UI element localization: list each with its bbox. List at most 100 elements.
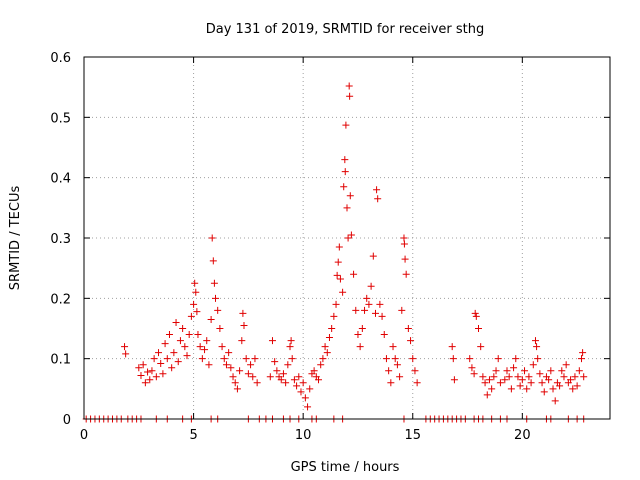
data-point bbox=[183, 352, 191, 360]
data-series bbox=[82, 82, 588, 423]
data-point bbox=[332, 300, 340, 308]
data-point bbox=[345, 82, 353, 90]
x-tick-label: 15 bbox=[404, 428, 421, 443]
data-point bbox=[346, 192, 354, 200]
data-point bbox=[468, 364, 476, 372]
data-point bbox=[163, 355, 171, 363]
data-point bbox=[268, 337, 276, 345]
data-point bbox=[242, 355, 250, 363]
data-point bbox=[494, 355, 502, 363]
data-point bbox=[396, 373, 404, 381]
x-tick-label: 5 bbox=[189, 428, 197, 443]
axis-ticks: 0 5 10 15 20 0 0.1 0.2 0.3 0.4 0.5 0.6 bbox=[50, 51, 610, 443]
data-point bbox=[176, 337, 184, 345]
data-point bbox=[216, 325, 224, 332]
data-point bbox=[529, 361, 537, 369]
chart-title: Day 131 of 2019, SRMTID for receiver sth… bbox=[206, 22, 485, 37]
data-point bbox=[170, 349, 178, 357]
data-point bbox=[293, 382, 301, 390]
data-point bbox=[573, 382, 581, 390]
data-point bbox=[218, 343, 226, 351]
data-point bbox=[321, 343, 329, 351]
data-point bbox=[380, 331, 388, 339]
data-point bbox=[191, 279, 199, 287]
x-tick-label: 20 bbox=[514, 428, 531, 443]
data-point bbox=[376, 300, 384, 308]
data-point bbox=[207, 315, 215, 323]
data-point bbox=[352, 306, 360, 314]
data-point bbox=[290, 376, 298, 384]
data-point bbox=[401, 255, 409, 263]
data-point bbox=[214, 306, 222, 314]
data-point bbox=[518, 376, 526, 384]
data-point bbox=[341, 168, 349, 176]
data-point bbox=[249, 373, 257, 381]
data-point bbox=[201, 346, 209, 354]
data-point bbox=[470, 370, 478, 378]
data-point bbox=[121, 343, 129, 351]
data-point bbox=[534, 355, 542, 363]
data-point bbox=[157, 359, 165, 367]
data-point bbox=[363, 294, 371, 302]
data-point bbox=[295, 373, 303, 381]
data-point bbox=[373, 186, 381, 194]
data-point bbox=[503, 367, 511, 375]
data-point bbox=[343, 204, 351, 212]
data-point bbox=[279, 370, 287, 378]
data-point bbox=[139, 361, 147, 369]
data-point bbox=[141, 379, 149, 387]
data-point bbox=[334, 258, 342, 266]
data-point bbox=[505, 373, 513, 381]
data-point bbox=[580, 373, 588, 381]
data-point bbox=[342, 121, 350, 129]
data-point bbox=[551, 397, 559, 405]
data-point bbox=[346, 92, 354, 100]
data-point bbox=[244, 370, 252, 378]
data-point bbox=[222, 361, 230, 369]
data-point bbox=[483, 391, 491, 399]
data-point bbox=[212, 294, 219, 302]
y-tick-label: 0.4 bbox=[50, 172, 71, 187]
y-tick-label: 0.1 bbox=[50, 353, 71, 368]
data-point bbox=[297, 388, 305, 396]
data-point bbox=[323, 349, 331, 357]
data-point bbox=[527, 379, 535, 387]
data-point bbox=[501, 376, 509, 384]
data-point bbox=[531, 337, 539, 345]
data-point bbox=[288, 355, 296, 363]
data-point bbox=[240, 321, 248, 329]
data-point bbox=[209, 257, 217, 265]
data-point bbox=[471, 309, 479, 317]
data-point bbox=[187, 312, 195, 320]
data-point bbox=[569, 385, 577, 393]
data-point bbox=[335, 243, 343, 251]
data-point bbox=[575, 367, 583, 375]
data-point bbox=[273, 367, 281, 375]
data-point bbox=[146, 376, 154, 384]
data-point bbox=[538, 379, 546, 387]
data-point bbox=[472, 312, 480, 320]
data-point bbox=[144, 368, 152, 376]
data-point bbox=[411, 367, 419, 375]
data-point bbox=[220, 355, 228, 363]
data-point bbox=[378, 312, 386, 320]
data-point bbox=[490, 373, 498, 381]
grid bbox=[84, 57, 610, 419]
data-point bbox=[339, 288, 347, 296]
data-point bbox=[148, 367, 156, 375]
data-point bbox=[400, 240, 408, 248]
data-point bbox=[393, 361, 401, 369]
data-point bbox=[389, 343, 397, 351]
data-point bbox=[193, 308, 201, 316]
data-point bbox=[450, 376, 458, 384]
data-point bbox=[485, 376, 493, 384]
data-point bbox=[367, 282, 375, 290]
data-point bbox=[233, 385, 241, 393]
data-point bbox=[135, 364, 143, 372]
data-point bbox=[409, 355, 417, 363]
data-point bbox=[523, 385, 531, 393]
data-point bbox=[521, 367, 529, 375]
data-point bbox=[448, 343, 456, 351]
data-point bbox=[579, 349, 587, 357]
data-point bbox=[385, 367, 393, 375]
